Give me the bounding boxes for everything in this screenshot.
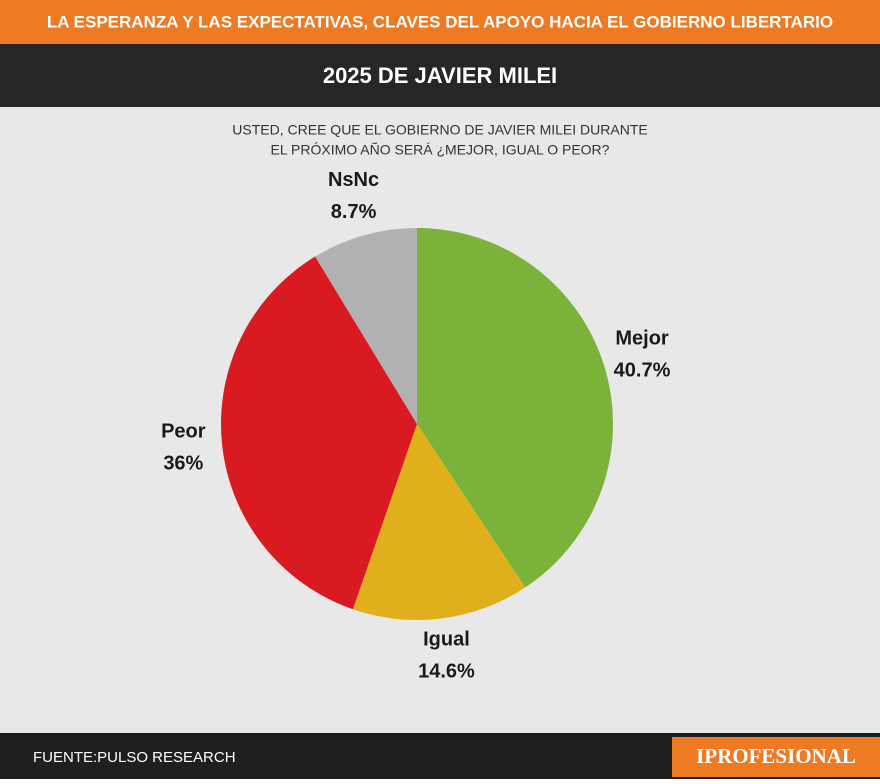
value-label: 36% bbox=[163, 452, 203, 474]
pie: Mejor 40.7% Igual 14.6% Peor 36% NsNc 8.7% bbox=[161, 169, 671, 682]
chart-title: USTED, CREE QUE EL GOBIERNO DE JAVIER MI… bbox=[232, 122, 647, 138]
brand: IPROFESIONAL bbox=[696, 744, 856, 768]
value-label: 8.7% bbox=[331, 201, 377, 223]
subtitle-band bbox=[0, 44, 880, 107]
pie-slice bbox=[315, 228, 417, 424]
slice-label: Mejor bbox=[615, 328, 669, 350]
pie-slice bbox=[221, 256, 417, 610]
header-subtitle: 2025 DE JAVIER MILEI bbox=[323, 63, 557, 88]
slice-label: Peor bbox=[161, 420, 206, 442]
pie-slice bbox=[352, 424, 526, 620]
value-label: 40.7% bbox=[614, 360, 671, 382]
slice-label: Igual bbox=[423, 628, 470, 650]
source: FUENTE:PULSO RESEARCH bbox=[33, 749, 236, 766]
value-label: 14.6% bbox=[418, 660, 475, 682]
pie-slice bbox=[417, 228, 614, 588]
chart-title: EL PRÓXIMO AÑO SERÁ ¿MEJOR, IGUAL O PEOR… bbox=[271, 142, 610, 158]
title-banner bbox=[0, 0, 880, 44]
brand-box bbox=[672, 737, 880, 777]
header-title: LA ESPERANZA Y LAS EXPECTATIVAS, CLAVES … bbox=[47, 12, 833, 31]
slice-label: NsNc bbox=[328, 169, 379, 191]
